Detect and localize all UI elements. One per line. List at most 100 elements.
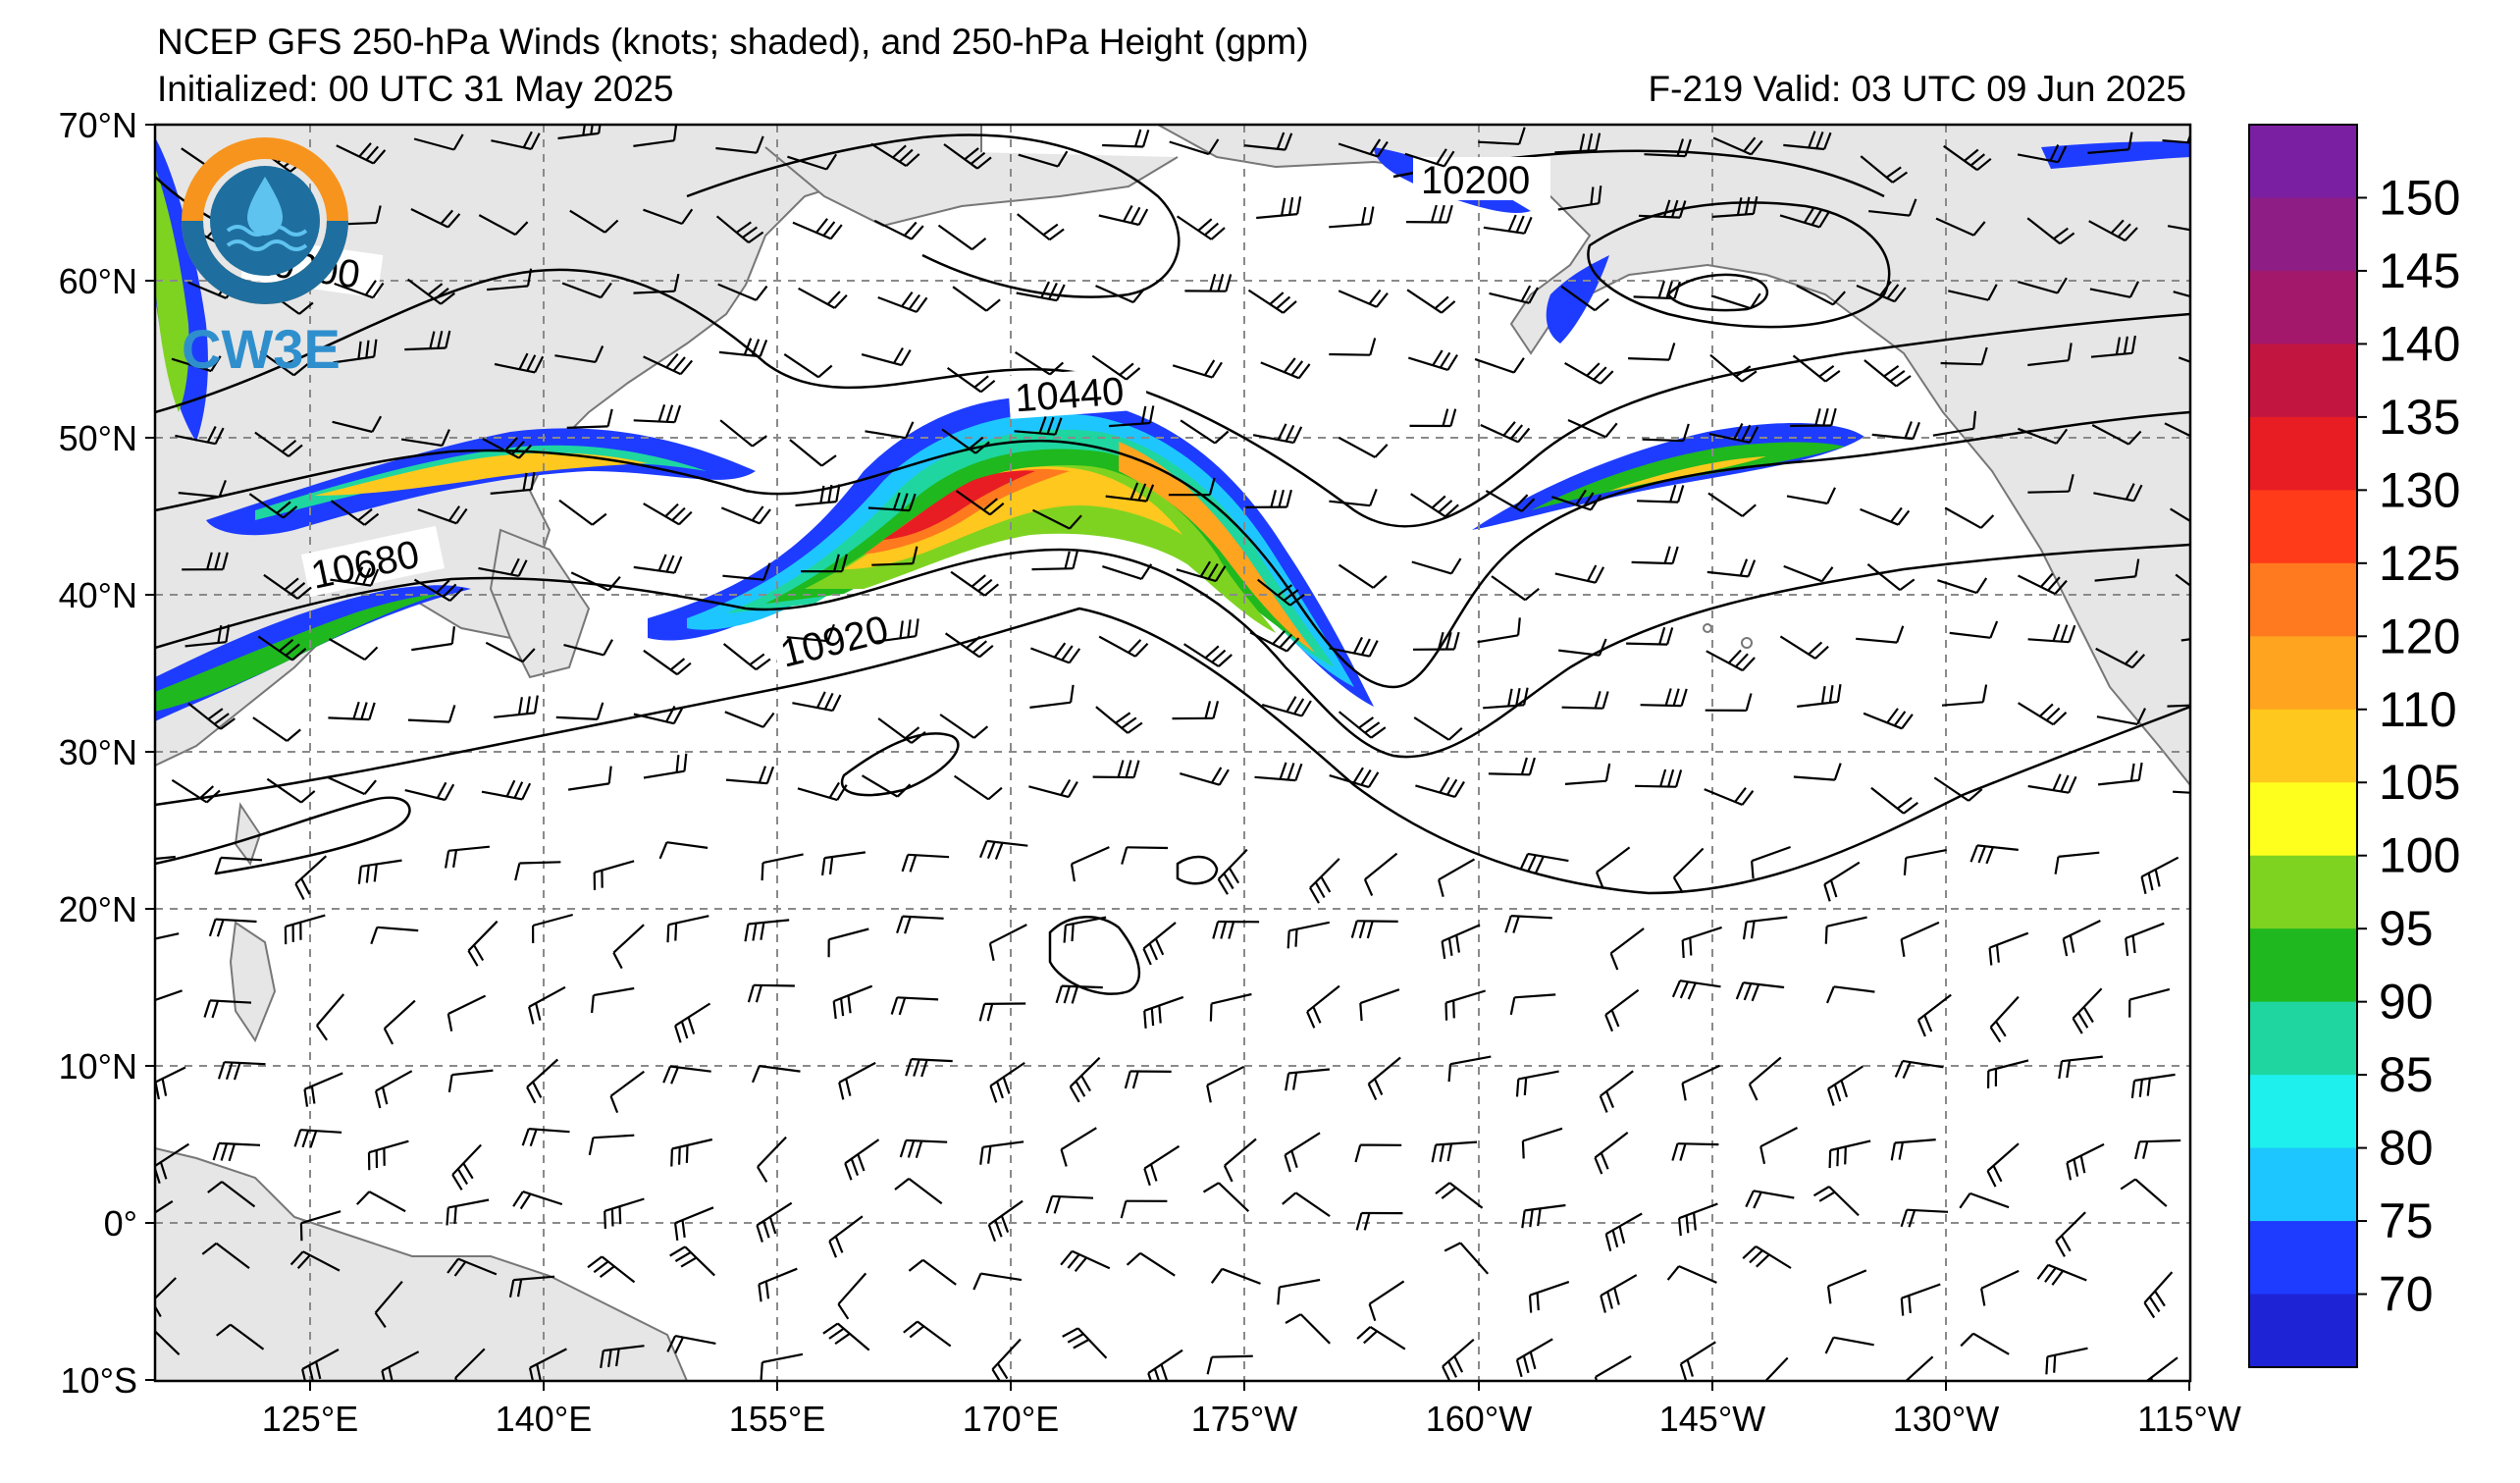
wind-barb: [217, 1061, 266, 1081]
wind-barb: [1095, 706, 1143, 734]
wind-barb: [2173, 291, 2190, 298]
wind-barb: [1554, 132, 1601, 154]
wind-barb: [404, 330, 451, 351]
wind-barb: [1284, 1132, 1321, 1173]
wind-barb: [2018, 572, 2068, 596]
wind-barb: [795, 484, 841, 507]
wind-barb: [1504, 915, 1552, 933]
jet-100kt: [805, 465, 1276, 633]
wind-barb: [526, 1058, 559, 1104]
wind-barb: [1866, 563, 1916, 591]
colorbar-segment: [2249, 490, 2357, 564]
wind-barb: [1826, 1065, 1864, 1106]
wind-barb: [2180, 638, 2190, 642]
wind-barb: [1856, 281, 1907, 303]
lon-label: 125°E: [262, 1399, 358, 1439]
wind-barb: [2120, 1178, 2168, 1207]
wind-barb: [758, 1267, 798, 1302]
wind-barb: [792, 691, 842, 713]
colorbar-segment: [2249, 1147, 2357, 1222]
wind-barb: [1488, 757, 1536, 776]
wind-barb: [555, 702, 604, 720]
wind-barb: [370, 926, 419, 945]
wind-barb: [1864, 359, 1912, 388]
wind-barb: [1742, 916, 1788, 940]
logo-text: CW3E: [182, 318, 341, 380]
wind-barb: [669, 1245, 715, 1277]
wind-barb: [569, 209, 619, 234]
wind-barb: [182, 552, 229, 571]
lat-label: 10°N: [59, 1046, 137, 1086]
wind-barb: [1018, 150, 1069, 168]
wind-barb: [1306, 984, 1340, 1029]
wind-barb: [1824, 916, 1867, 944]
wind-barb: [600, 1345, 645, 1369]
wind-barb: [1480, 421, 1531, 444]
hawaii-island: [1741, 637, 1753, 649]
wind-barb: [1063, 916, 1107, 943]
wind-barb: [214, 856, 263, 875]
wind-barb: [1705, 693, 1753, 713]
wind-barb: [1069, 1056, 1101, 1103]
wind-barb: [861, 346, 912, 367]
jet-west-pacific-110: [314, 452, 648, 496]
wind-barb: [662, 1065, 711, 1085]
wind-barb: [330, 566, 380, 587]
wind-barb: [1062, 1327, 1108, 1359]
wind-barb: [521, 1128, 570, 1147]
wind-barb: [991, 1338, 1022, 1381]
wind-barb: [633, 273, 680, 294]
wind-barb: [828, 1215, 864, 1258]
wind-barb: [1404, 148, 1455, 168]
wind-barb: [1478, 127, 1526, 145]
wind-barb: [2130, 1073, 2176, 1099]
wind-barb: [178, 480, 227, 499]
wind-barb: [1249, 630, 1300, 653]
wind-barb: [184, 624, 231, 648]
colorbar-labels: 150 145 140 135 130 125 120 110 105 100 95 90 85 80 75…: [2357, 170, 2460, 1322]
lat-label: 10°S: [61, 1360, 137, 1401]
wind-barb: [1411, 557, 1462, 575]
wind-barb: [2036, 1263, 2087, 1286]
wind-barb: [1169, 138, 1220, 156]
taiwan-land: [234, 802, 262, 867]
wind-barb: [2066, 1142, 2105, 1181]
wind-barb: [1745, 1190, 1795, 1209]
wind-barb: [1763, 1356, 1789, 1381]
wind-barb: [1441, 924, 1481, 960]
wind-barb: [609, 1070, 645, 1114]
wind-barb: [987, 1199, 1024, 1243]
wind-barb: [1105, 482, 1155, 503]
colorbar: [2248, 124, 2358, 1368]
wind-barb: [1515, 1070, 1559, 1097]
wind-barb: [1367, 1056, 1401, 1101]
contour-label-bg: [1007, 366, 1148, 419]
wind-barb: [531, 913, 573, 944]
wind-barb: [591, 986, 635, 1014]
wind-barb: [643, 352, 694, 376]
wind-barb: [2095, 647, 2146, 669]
wind-barb: [1176, 560, 1227, 583]
wind-barb: [822, 1322, 870, 1351]
wind-barb: [1257, 578, 1305, 607]
wind-barb: [491, 131, 541, 150]
wind-barb: [633, 403, 682, 424]
jet-japan: [155, 585, 471, 721]
wind-barb: [413, 578, 464, 603]
wind-barb: [1209, 992, 1252, 1022]
contour-label-bg: [769, 600, 915, 676]
wind-barb: [633, 705, 684, 725]
wind-barb: [1631, 546, 1679, 565]
wind-barb: [2088, 219, 2138, 242]
wind-barb: [798, 287, 848, 309]
wind-barb: [1792, 354, 1841, 383]
maritime-continent-land: [155, 1146, 689, 1381]
wind-barb: [252, 716, 301, 742]
wind-barb: [201, 1242, 250, 1269]
colorbar-segment: [2249, 1075, 2357, 1149]
lon-label: 130°W: [1893, 1399, 1999, 1439]
colorbar-segment: [2249, 855, 2357, 929]
wind-barb: [315, 993, 345, 1041]
wind-barb: [2045, 1347, 2088, 1375]
